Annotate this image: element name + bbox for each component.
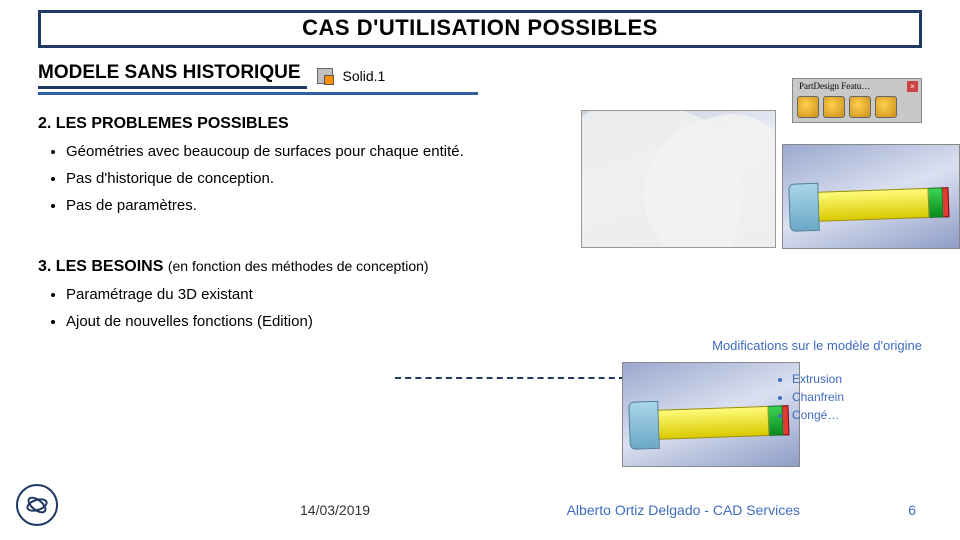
slide-title: CAS D'UTILISATION POSSIBLES	[41, 15, 919, 41]
cad-part-figure-top	[782, 144, 960, 249]
cad-part	[788, 178, 950, 232]
list-item: Chanfrein	[792, 390, 844, 404]
subtitle: MODELE SANS HISTORIQUE	[38, 62, 307, 89]
feature-icon[interactable]	[875, 96, 897, 118]
footer-page-number: 6	[908, 502, 916, 518]
part-shaft	[819, 188, 930, 222]
list-item: Congé…	[792, 408, 844, 422]
cern-logo	[16, 484, 58, 526]
mods-caption: Modifications sur le modèle d'origine	[712, 338, 922, 353]
part-flange	[788, 183, 820, 232]
cad-toolbar: PartDesign Featu… ×	[792, 78, 922, 123]
section-3-heading-sub: (en fonction des méthodes de conception)	[168, 258, 429, 274]
solid-label: Solid.1	[343, 68, 386, 84]
toolbar-title: PartDesign Featu…	[799, 81, 870, 91]
dashed-arrow	[395, 377, 625, 379]
list-item: Extrusion	[792, 372, 844, 386]
title-box: CAS D'UTILISATION POSSIBLES	[38, 10, 922, 48]
section-3-heading-main: 3. LES BESOINS	[38, 258, 163, 275]
subtitle-row: MODELE SANS HISTORIQUE Solid.1	[38, 62, 922, 89]
close-icon[interactable]: ×	[907, 81, 918, 92]
section-3-heading: 3. LES BESOINS (en fonction des méthodes…	[38, 258, 922, 276]
part-cap	[942, 187, 949, 217]
cad-part	[628, 396, 790, 450]
footer-author: Alberto Ortiz Delgado - CAD Services	[567, 502, 800, 518]
feature-icon[interactable]	[823, 96, 845, 118]
solid-tree-icon	[317, 68, 333, 84]
mods-list: Extrusion Chanfrein Congé…	[774, 368, 844, 426]
logo-ring	[25, 493, 50, 516]
footer-date: 14/03/2019	[300, 502, 370, 518]
feature-icon[interactable]	[797, 96, 819, 118]
part-tip	[928, 187, 943, 217]
slide: CAS D'UTILISATION POSSIBLES MODELE SANS …	[0, 0, 960, 540]
list-item: Ajout de nouvelles fonctions (Edition)	[66, 313, 922, 330]
part-flange	[628, 401, 660, 450]
toolbar-icons	[797, 96, 897, 118]
section-3-list: Paramétrage du 3D existant Ajout de nouv…	[66, 286, 922, 330]
section-2-heading: 2. LES PROBLEMES POSSIBLES	[38, 115, 922, 133]
surfaces-figure	[581, 110, 776, 248]
part-shaft	[659, 406, 770, 440]
accent-underline	[38, 92, 478, 95]
list-item: Paramétrage du 3D existant	[66, 286, 922, 303]
feature-icon[interactable]	[849, 96, 871, 118]
